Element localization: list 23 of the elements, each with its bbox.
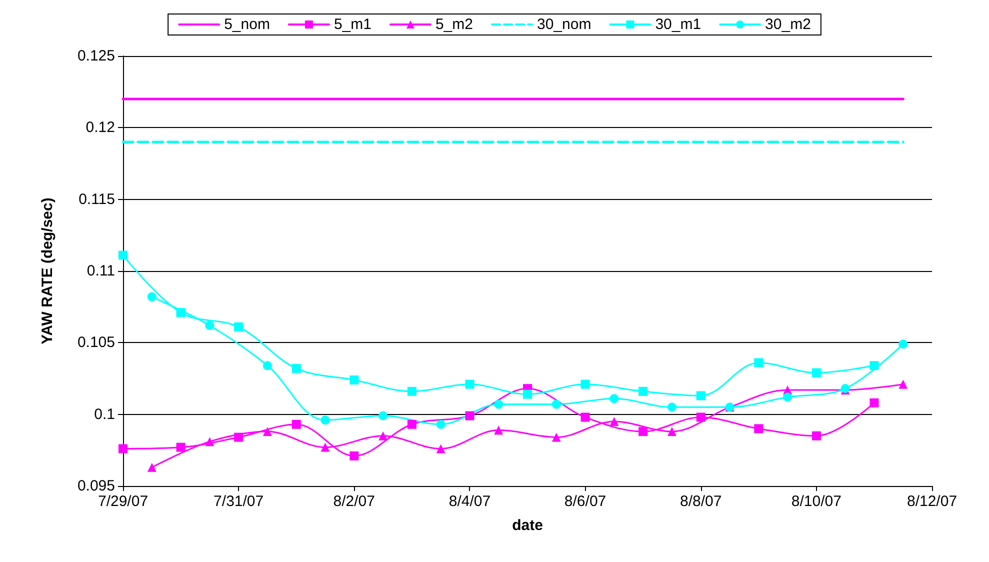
y-tick-label: 0.105 [77,334,115,352]
legend-label: 30_m1 [655,16,702,33]
y-tick-label: 0.115 [78,190,115,208]
y-tick-label: 0.12 [86,119,115,136]
x-tick-label: 7/31/07 [214,493,264,510]
legend-label: 30_m2 [765,16,811,33]
x-tick-label: 7/29/07 [98,493,148,510]
y-tick-label: 0.125 [77,48,115,64]
x-tick-label: 8/4/07 [448,493,491,510]
legend-label: 5_nom [224,16,270,33]
legend-label: 5_m2 [435,16,473,33]
x-tick-label: 8/8/07 [680,493,722,510]
x-tick-label: 8/12/07 [906,493,958,510]
legend-label: 30_nom [536,16,592,33]
y-tick-label: 0.11 [86,262,115,280]
x-axis-title: date [512,517,543,534]
x-tick-label: 8/10/07 [791,493,842,510]
y-axis-title: YAW RATE (deg/sec) [39,198,56,344]
x-tick-label: 8/2/07 [333,493,375,510]
legend-label: 5_m1 [334,16,372,33]
y-tick-label: 0.1 [94,406,115,423]
y-tick-label: 0.095 [77,478,115,494]
x-tick-label: 8/6/07 [564,493,606,510]
